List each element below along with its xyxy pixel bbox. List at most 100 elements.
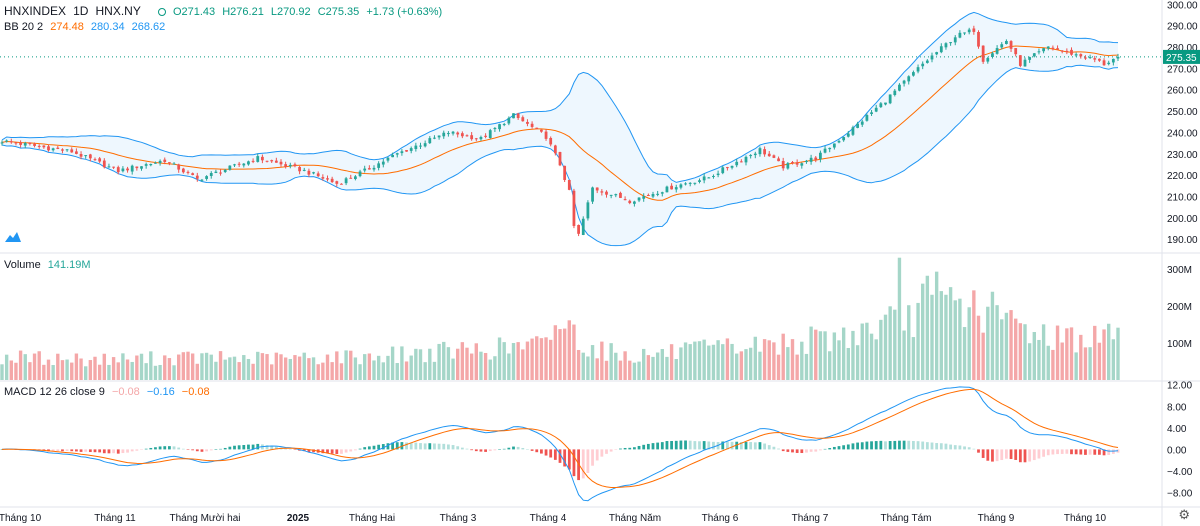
macd-histogram-bar	[642, 444, 646, 450]
candle	[1079, 54, 1083, 57]
candle	[1023, 59, 1027, 67]
candle	[28, 142, 32, 145]
macd-histogram-bar	[144, 448, 148, 450]
tradingview-logo-icon[interactable]	[4, 230, 22, 244]
candle	[377, 163, 381, 168]
volume-bar	[651, 356, 655, 380]
symbol-name[interactable]: HNXINDEX	[4, 4, 67, 18]
candle	[279, 161, 283, 165]
bb-upper-value: 280.34	[90, 21, 125, 33]
candle	[823, 148, 827, 153]
macd-histogram-bar	[535, 449, 539, 453]
volume-bar	[986, 306, 990, 380]
volume-bar	[223, 359, 227, 380]
macd-histogram-bar	[288, 449, 292, 450]
volume-bar	[944, 294, 948, 380]
candle	[200, 179, 204, 181]
volume-bar	[874, 339, 878, 380]
volume-bar	[111, 357, 116, 380]
candle	[939, 46, 943, 53]
volume-bar	[451, 358, 455, 380]
volume-bar	[60, 360, 65, 380]
macd-histogram-bar	[470, 449, 474, 451]
bb-basis-value: 274.48	[50, 21, 84, 33]
volume-bar	[711, 344, 716, 380]
macd-histogram-bar	[484, 449, 487, 452]
macd-histogram-bar	[502, 448, 506, 450]
candle	[642, 196, 646, 199]
volume-bar	[1065, 328, 1069, 380]
volume-legend[interactable]: Volume 141.19M	[4, 259, 95, 271]
candle	[623, 199, 627, 201]
macd-histogram-bar	[340, 449, 343, 454]
macd-histogram-bar	[851, 443, 855, 450]
candle	[1098, 58, 1101, 61]
macd-hist-value: −0.08	[111, 386, 140, 398]
macd-legend[interactable]: MACD 12 26 close 9 −0.08 −0.16 −0.08	[4, 386, 214, 398]
volume-bar	[167, 358, 172, 380]
candle	[912, 72, 915, 76]
volume-bar	[860, 323, 864, 380]
macd-histogram-bar	[1056, 449, 1059, 455]
macd-histogram-bar	[791, 449, 794, 453]
price-tick-label: 200.00	[1167, 214, 1198, 225]
price-tick-label: 230.00	[1167, 150, 1198, 161]
time-tick-label: Tháng Mười hai	[169, 513, 240, 524]
candle	[312, 172, 315, 174]
macd-histogram-bar	[395, 442, 399, 450]
volume-bar	[116, 362, 120, 380]
volume-bar	[135, 355, 139, 380]
gear-icon[interactable]: ⚙	[1178, 507, 1190, 522]
macd-histogram-bar	[498, 449, 501, 450]
volume-bar	[493, 356, 497, 380]
macd-histogram-bar	[814, 449, 818, 452]
candle	[219, 172, 222, 174]
candle	[0, 142, 4, 144]
macd-histogram-bar	[623, 447, 627, 450]
macd-histogram-bar	[1098, 449, 1101, 455]
macd-histogram-bar	[753, 442, 757, 450]
macd-histogram-bar	[609, 449, 613, 452]
candle	[958, 32, 962, 38]
macd-histogram-bar	[88, 449, 92, 453]
macd-tick-label: 12.00	[1167, 381, 1192, 392]
price-tick-label: 300.00	[1167, 0, 1198, 11]
volume-bar	[655, 352, 660, 380]
macd-histogram-bar	[75, 449, 78, 452]
candle	[391, 154, 394, 158]
macd-histogram-bar	[549, 449, 553, 458]
volume-value: 141.19M	[47, 259, 91, 271]
candle	[1005, 40, 1008, 44]
candle	[907, 76, 911, 82]
volume-bar	[195, 363, 199, 380]
candle	[698, 180, 701, 182]
macd-histogram-bar	[512, 446, 515, 450]
macd-histogram-bar	[1084, 449, 1087, 455]
volume-bar	[335, 351, 339, 380]
volume-bar	[1107, 323, 1111, 380]
symbol-interval[interactable]: 1D	[73, 4, 89, 18]
candle	[493, 128, 497, 130]
volume-bar	[139, 353, 144, 380]
candle	[567, 179, 571, 190]
candle	[19, 142, 22, 145]
volume-bar	[660, 349, 664, 380]
candle	[1014, 48, 1018, 55]
macd-histogram-bar	[419, 443, 422, 450]
volume-bar	[642, 348, 646, 380]
macd-histogram-bar	[660, 442, 664, 450]
candle	[791, 162, 794, 164]
candle	[628, 200, 632, 204]
volume-bar	[911, 337, 916, 380]
volume-bar	[37, 351, 41, 380]
bb-legend[interactable]: BB 20 2 274.48 280.34 268.62	[4, 21, 169, 33]
volume-bar	[9, 360, 13, 380]
volume-bar	[246, 358, 251, 380]
time-tick-label: Tháng Năm	[609, 513, 661, 524]
macd-histogram-bar	[730, 441, 734, 450]
price-tick-label: 220.00	[1167, 171, 1198, 182]
volume-bar	[572, 324, 576, 380]
volume-bar	[1102, 329, 1106, 380]
candle	[70, 149, 74, 153]
